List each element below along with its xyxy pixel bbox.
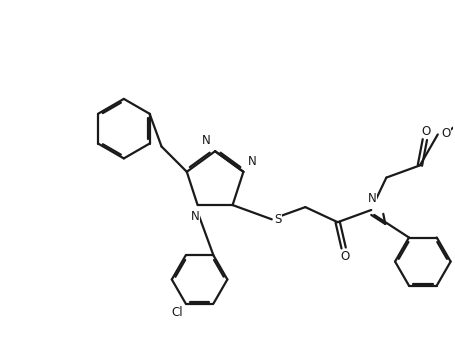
Text: O: O (340, 250, 349, 263)
Text: N: N (191, 210, 200, 223)
Text: N: N (248, 155, 257, 168)
Text: O: O (421, 125, 430, 138)
Text: Cl: Cl (171, 305, 183, 319)
Text: O: O (442, 127, 451, 140)
Text: N: N (202, 134, 210, 147)
Text: N: N (368, 192, 377, 205)
Text: S: S (275, 213, 282, 226)
